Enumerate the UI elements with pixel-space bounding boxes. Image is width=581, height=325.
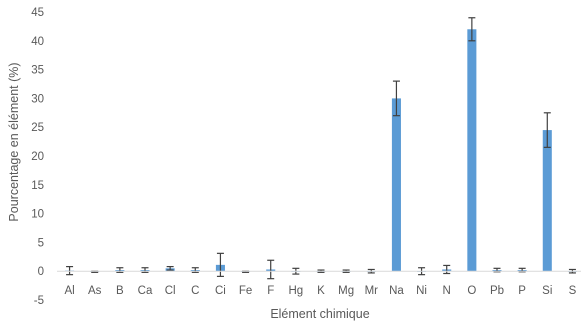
error-bar-na <box>392 80 400 117</box>
y-axis-label: Pourcentage en élément (%) <box>7 62 21 221</box>
bar-o <box>467 29 477 272</box>
error-bar-n <box>443 264 451 275</box>
x-tick-label: Mg <box>338 285 354 297</box>
y-tick-label: 5 <box>38 237 44 249</box>
y-tick-label: 15 <box>31 180 44 192</box>
y-tick-label: 45 <box>31 7 44 19</box>
x-tick-label: Al <box>64 285 74 297</box>
y-tick-label: 20 <box>31 151 44 163</box>
x-tick-label: Si <box>542 285 552 297</box>
x-tick-label: P <box>518 285 526 297</box>
x-tick-label: N <box>443 285 451 297</box>
error-bars <box>66 17 576 280</box>
x-tick-label: Pb <box>490 285 504 297</box>
y-tick-label: 30 <box>31 93 44 105</box>
y-tick-label: 25 <box>31 122 44 134</box>
bar-si <box>542 130 552 272</box>
error-bar-ci <box>216 252 224 277</box>
x-tick-label: O <box>467 285 476 297</box>
y-tick-label: 35 <box>31 65 44 77</box>
y-tick-label: 40 <box>31 36 44 48</box>
y-tick-labels: -5 0 5 10 15 20 25 30 35 40 45 <box>31 7 44 307</box>
x-tick-label: F <box>267 285 274 297</box>
x-tick-label: C <box>191 285 199 297</box>
x-tick-label: K <box>317 285 325 297</box>
x-tick-label: S <box>569 285 577 297</box>
x-tick-label: Ni <box>416 285 427 297</box>
x-axis-label: Elément chimique <box>270 307 369 321</box>
x-tick-label: Hg <box>289 285 304 297</box>
x-tick-label: Ci <box>215 285 226 297</box>
bar-na <box>391 98 401 272</box>
error-bar-si <box>543 112 551 148</box>
x-tick-label: Cl <box>165 285 176 297</box>
error-bar-cl <box>166 265 174 271</box>
error-bar-o <box>468 17 476 42</box>
x-tick-label: As <box>88 285 102 297</box>
error-bar-al <box>66 265 74 276</box>
x-tick-labels: Al As B Ca Cl C Ci Fe F Hg K Mg Mr Na Ni N O Pb P Si S <box>64 285 576 297</box>
x-tick-label: Fe <box>239 285 252 297</box>
x-tick-label: Na <box>389 285 404 297</box>
y-tick-label: 10 <box>31 209 44 221</box>
x-tick-label: Ca <box>138 285 153 297</box>
y-tick-label: -5 <box>34 295 44 307</box>
x-tick-label: Mr <box>365 285 379 297</box>
x-tick-label: B <box>116 285 124 297</box>
bars <box>65 29 577 272</box>
error-bar-f <box>267 259 275 280</box>
y-tick-label: 0 <box>38 266 44 278</box>
